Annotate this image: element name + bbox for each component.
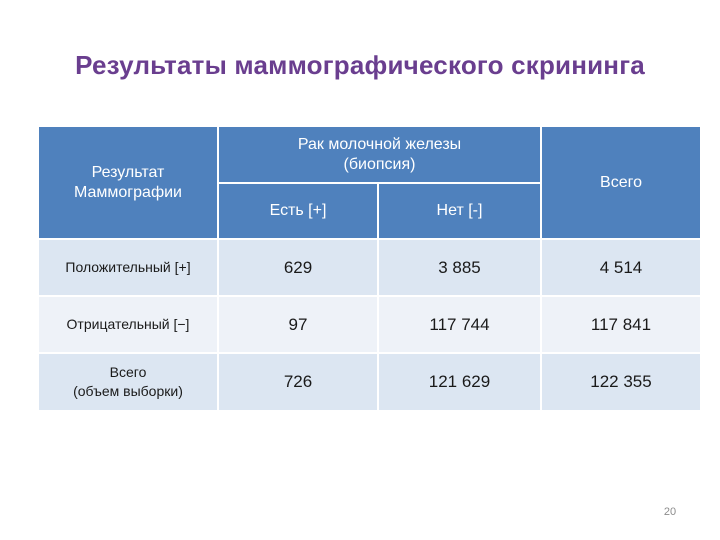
header-cancer-no: Нет [-] <box>377 182 542 240</box>
screening-results-table: Результат Маммографии Рак молочной желез… <box>37 125 702 412</box>
row-label-total: Всего (объем выборки) <box>37 352 219 412</box>
header-breast-cancer-line2: (биопсия) <box>343 155 416 173</box>
table-row-negative: Отрицательный [−] 97 117 744 117 841 <box>37 295 702 354</box>
cell-total-total: 122 355 <box>540 352 702 412</box>
header-mammography-result-line2: Маммографии <box>74 183 182 201</box>
header-mammography-result-line1: Результат <box>91 163 165 181</box>
row-label-line1: Отрицательный [−] <box>66 316 190 332</box>
cell-positive-total: 4 514 <box>540 238 702 297</box>
cell-positive-no: 3 885 <box>377 238 542 297</box>
page-number: 20 <box>663 506 677 518</box>
row-label-line1: Положительный [+] <box>65 259 191 275</box>
cell-positive-yes: 629 <box>217 238 379 297</box>
header-cancer-yes: Есть [+] <box>217 182 379 240</box>
cell-total-yes: 726 <box>217 352 379 412</box>
header-breast-cancer-line1: Рак молочной железы <box>297 135 462 153</box>
row-label-line1: Всего <box>109 364 147 380</box>
slide-title: Результаты маммографического скрининга <box>75 50 645 80</box>
cell-negative-yes: 97 <box>217 295 379 354</box>
table-row-total: Всего (объем выборки) 726 121 629 122 35… <box>37 352 702 412</box>
row-label-negative: Отрицательный [−] <box>37 295 219 354</box>
row-label-line2: (объем выборки) <box>73 383 183 399</box>
header-mammography-result: Результат Маммографии <box>37 125 219 240</box>
header-breast-cancer-biopsy: Рак молочной железы (биопсия) <box>217 125 542 184</box>
cell-negative-total: 117 841 <box>540 295 702 354</box>
table-row-positive: Положительный [+] 629 3 885 4 514 <box>37 238 702 297</box>
row-label-positive: Положительный [+] <box>37 238 219 297</box>
cell-negative-no: 117 744 <box>377 295 542 354</box>
header-total: Всего <box>540 125 702 240</box>
cell-total-no: 121 629 <box>377 352 542 412</box>
